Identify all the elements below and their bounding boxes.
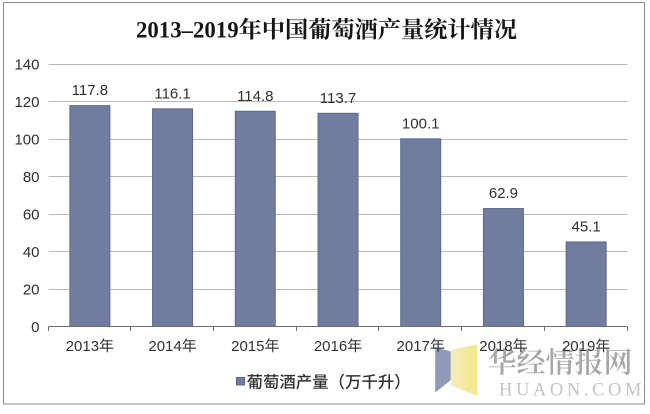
svg-text:140: 140 [14,57,39,74]
svg-text:HUAON.COM: HUAON.COM [499,381,645,401]
svg-text:2013–2019: 2013–2019 [136,18,239,43]
svg-text:45.1: 45.1 [572,218,601,235]
svg-text:2015: 2015 [231,338,264,355]
svg-text:2017: 2017 [397,338,430,355]
svg-text:40: 40 [23,244,40,261]
svg-text:114.8: 114.8 [237,88,273,105]
svg-text:2019: 2019 [562,338,595,355]
svg-text:2013: 2013 [66,338,99,355]
svg-text:62.9: 62.9 [489,185,518,202]
svg-text:2018: 2018 [479,338,512,355]
svg-text:80: 80 [23,169,40,186]
svg-text:120: 120 [14,94,39,111]
svg-text:100.1: 100.1 [402,115,440,132]
svg-text:100: 100 [14,132,39,149]
svg-text:2016: 2016 [314,338,347,355]
svg-text:0: 0 [31,319,39,336]
svg-text:117.8: 117.8 [72,82,108,99]
svg-text:116.1: 116.1 [154,85,190,102]
svg-text:2014: 2014 [148,338,181,355]
svg-text:60: 60 [23,207,40,224]
svg-text:113.7: 113.7 [320,90,356,107]
svg-text:20: 20 [23,282,40,299]
